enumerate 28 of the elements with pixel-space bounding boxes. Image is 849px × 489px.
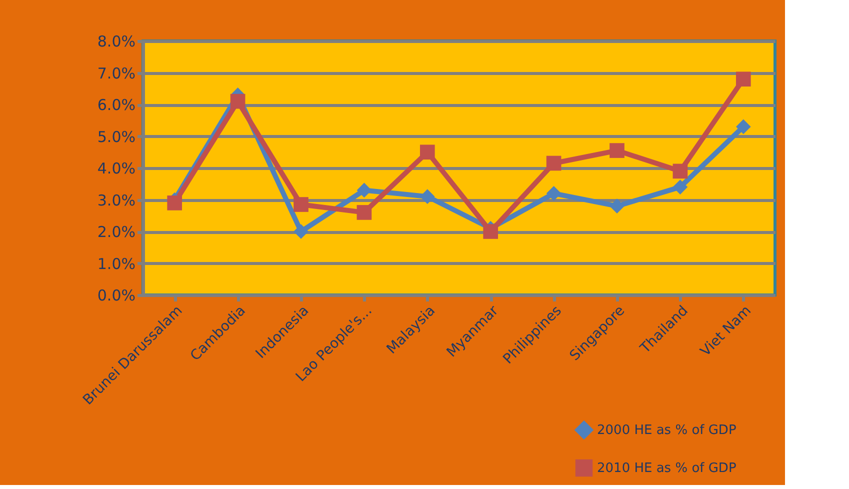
legend-label: 2000 HE as % of GDP	[597, 423, 736, 438]
point	[294, 224, 308, 239]
y-tick-label: 4.0%	[97, 160, 136, 178]
point	[420, 144, 435, 160]
point	[420, 189, 435, 204]
point	[230, 94, 246, 109]
point	[356, 182, 372, 198]
point	[546, 186, 562, 201]
y-tick-label: 0.0%	[97, 286, 136, 304]
y-tick-label: 2.0%	[97, 223, 136, 241]
point	[167, 196, 182, 210]
point	[610, 198, 624, 214]
point	[483, 224, 498, 239]
y-tick-label: 8.0%	[97, 32, 136, 50]
y-tick-label: 7.0%	[97, 64, 136, 82]
legend-label: 2010 HE as % of GDP	[597, 461, 736, 476]
point	[294, 197, 308, 212]
y-tick-label: 1.0%	[97, 254, 136, 273]
y-tick-label: 5.0%	[97, 128, 136, 146]
y-tick-label: 3.0%	[97, 191, 136, 210]
point	[672, 180, 688, 194]
y-tick-label: 6.0%	[97, 96, 136, 114]
point	[736, 72, 751, 87]
point	[672, 164, 688, 179]
point	[356, 205, 372, 220]
point	[610, 143, 624, 158]
point	[736, 119, 751, 134]
point	[546, 156, 562, 171]
